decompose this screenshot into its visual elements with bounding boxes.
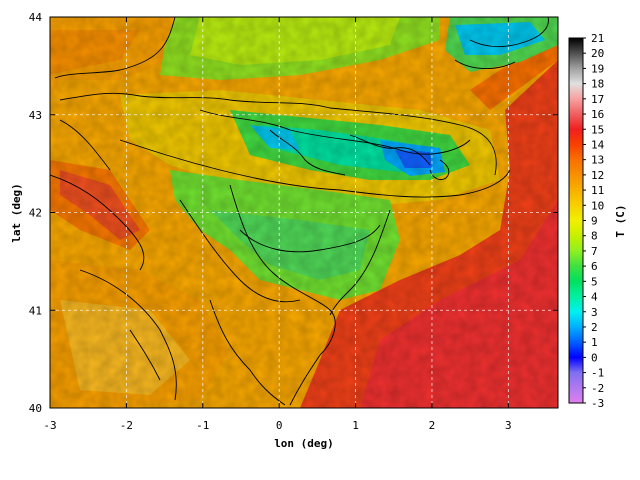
colorbar-tick-label: 7 xyxy=(591,245,598,258)
contour-lines xyxy=(50,17,549,406)
x-tick-label: -3 xyxy=(43,419,56,432)
x-tick-label: 0 xyxy=(276,419,283,432)
colorbar-tick-label: 4 xyxy=(591,291,598,304)
x-axis-title: lon (deg) xyxy=(274,437,334,450)
x-tick-label: -1 xyxy=(196,419,209,432)
x-tick-label: -2 xyxy=(120,419,133,432)
colorbar-tick-label: 3 xyxy=(591,306,598,319)
y-axis-title: lat (deg) xyxy=(10,183,23,243)
colorbar-tick-label: 9 xyxy=(591,215,598,228)
colorbar-tick-label: 8 xyxy=(591,230,598,243)
colorbar-tick-label: 15 xyxy=(591,123,604,136)
colorbar-tick-label: 18 xyxy=(591,78,604,91)
colorbar-tick-label: 6 xyxy=(591,260,598,273)
colorbar-tick-label: 17 xyxy=(591,93,604,106)
colorbar-tick-label: 12 xyxy=(591,169,604,182)
colorbar-tick-label: 14 xyxy=(591,138,605,151)
colorbar-tick-label: 1 xyxy=(591,336,598,349)
colorbar-tick-label: 5 xyxy=(591,275,598,288)
colorbar-title: T (C) xyxy=(614,204,627,237)
y-tick-label: 40 xyxy=(29,402,42,415)
colorbar-tick-label: 16 xyxy=(591,108,604,121)
colorbar-tick-label: 10 xyxy=(591,199,604,212)
colorbar-tick-label: 13 xyxy=(591,154,604,167)
y-tick-label: 42 xyxy=(29,207,42,220)
colorbar-tick-label: -2 xyxy=(591,382,604,395)
y-tick-label: 43 xyxy=(29,109,42,122)
y-axis: 40 41 42 43 44 xyxy=(29,11,558,415)
y-tick-label: 44 xyxy=(29,11,43,24)
temperature-field xyxy=(50,17,558,408)
x-tick-label: 2 xyxy=(429,419,436,432)
x-tick-label: 3 xyxy=(505,419,512,432)
colorbar xyxy=(568,37,584,404)
colorbar-tick-label: 19 xyxy=(591,62,604,75)
y-tick-label: 41 xyxy=(29,304,42,317)
grid-lines xyxy=(50,17,558,408)
colorbar-tick-label: 11 xyxy=(591,184,604,197)
colorbar-tick-label: 21 xyxy=(591,32,604,45)
colorbar-tick-label: 20 xyxy=(591,47,604,60)
colorbar-tick-label: 0 xyxy=(591,351,598,364)
colorbar-tick-label: 2 xyxy=(591,321,598,334)
x-axis: -3 -2 -1 0 1 2 3 xyxy=(43,17,512,432)
colorbar-tick-label: -1 xyxy=(591,367,604,380)
colorbar-tick-label: -3 xyxy=(591,397,604,410)
x-tick-label: 1 xyxy=(352,419,359,432)
